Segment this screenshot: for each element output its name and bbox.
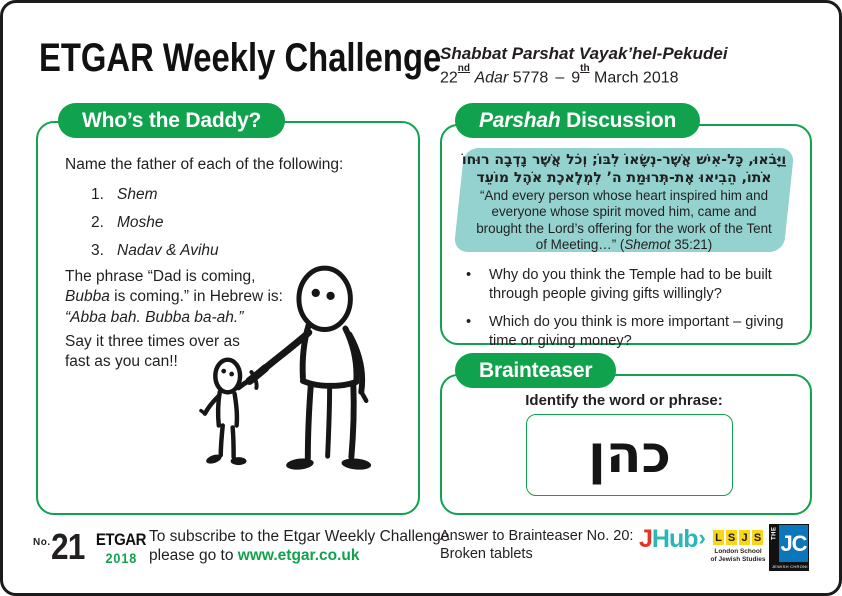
who-daddy-heading: Who’s the Daddy? (58, 103, 286, 138)
etgar-logo-wordmark: ETGAR (95, 530, 147, 549)
discussion-question: Which do you think is more important – g… (461, 313, 793, 350)
greg-day: 9 (571, 69, 581, 87)
answer-line1: Answer to Brainteaser No. 20: (440, 528, 634, 544)
page-title: ETGAR Weekly Challenge (39, 36, 442, 80)
subscribe-line2: please go to (149, 547, 238, 564)
subscribe-line1: To subscribe to the Etgar Weekly Challen… (149, 528, 450, 545)
list-item: 1. Shem (91, 184, 219, 205)
parshah-week-name: Shabbat Parshat Vayak’hel-Pekudei (440, 44, 728, 63)
brainteaser-hebrew-word: כהן (587, 425, 672, 485)
jewish-chronicle-logo: THE JC THE JEWISH CHRONICLE (769, 524, 809, 571)
date-dash: – (555, 69, 565, 87)
say-it-tip: Say it three times over as fast as you ca… (65, 332, 285, 371)
list-name: Nadav & Avihu (117, 242, 219, 259)
jhub-arrow-icon: › (698, 525, 706, 550)
jhub-j: J (639, 525, 653, 553)
subscribe-text: To subscribe to the Etgar Weekly Challen… (149, 527, 449, 565)
verse-text-block: וַיָּבֹאוּ, כָּל-אִישׁ אֲשֶׁר-נְשָׂאוֹ ל… (455, 151, 793, 253)
date-line: 22nd Adar 5778–9th March 2018 (440, 63, 728, 87)
list-number: 3. (91, 242, 104, 259)
hebrew-year: 5778 (512, 69, 549, 87)
etgar-website-link[interactable]: www.etgar.co.uk (237, 547, 360, 564)
lsjs-letter-tiles: L S J S (710, 530, 766, 545)
hebrew-month: Adar (474, 69, 509, 87)
brainteaser-prompt: Identify the word or phrase: (525, 392, 723, 409)
list-item: 3. Nadav & Avihu (91, 240, 219, 261)
parshah-heading-rest: Discussion (560, 108, 677, 132)
brainteaser-word-box: כהן (526, 414, 733, 496)
english-translation: “And every person whose heart inspired h… (471, 188, 777, 253)
jhub-logo: JHub› (639, 525, 706, 554)
lsjs-caption-line1: London School (714, 548, 762, 555)
lsjs-caption-line2: of Jewish Studies (710, 555, 766, 563)
answer-line2: Broken tablets (440, 546, 533, 562)
hebrew-day: 22 (440, 69, 458, 87)
jc-initials: JC (780, 530, 807, 556)
previous-answer: Answer to Brainteaser No. 20: Broken tab… (440, 527, 633, 563)
hebrew-phrase-quote: “Abba bah. Bubba ba-ah.” (65, 309, 244, 326)
lsjs-tile: S (752, 530, 763, 545)
list-number: 1. (91, 186, 104, 203)
discussion-question: Why do you think the Temple had to be bu… (461, 266, 793, 303)
source-book: Shemot (624, 236, 671, 252)
lsjs-tile: L (713, 530, 724, 545)
phrase-text: The phrase “Dad is coming, Bubba is comin… (65, 267, 315, 306)
lsjs-logo: L S J S London School of Jewish Studies (710, 530, 766, 563)
phrase-bubba: Bubba (65, 287, 110, 305)
source-verse: 35:21) (670, 236, 713, 252)
tip-line2: fast as you can!! (65, 352, 178, 370)
issue-label: No. (33, 537, 51, 548)
etgar-logo: ETGAR 2018 (89, 530, 147, 568)
greg-date-rest: March 2018 (594, 69, 679, 87)
father-child-drawing (199, 265, 372, 470)
etgar-logo-year: 2018 (105, 550, 137, 566)
header-date-block: Shabbat Parshat Vayak’hel-Pekudei 22nd A… (440, 44, 728, 87)
lsjs-caption: London School of Jewish Studies (710, 548, 766, 563)
jhub-hub: Hub (651, 525, 699, 553)
brainteaser-heading: Brainteaser (455, 353, 617, 388)
phrase-line2: is coming.” in Hebrew is: (109, 287, 283, 305)
list-item: 2. Moshe (91, 212, 219, 233)
issue-number: No.21 (33, 526, 89, 568)
list-name: Shem (117, 186, 158, 203)
discussion-questions: Why do you think the Temple had to be bu… (461, 266, 793, 360)
parshah-heading: Parshah Discussion (455, 103, 701, 138)
list-number: 2. (91, 214, 104, 231)
jc-the-strip: THE (770, 525, 779, 562)
greg-day-suffix: th (580, 63, 590, 74)
who-daddy-panel (36, 121, 420, 515)
parshah-heading-italic: Parshah (479, 108, 561, 132)
who-daddy-intro: Name the father of each of the following… (65, 156, 344, 173)
list-name: Moshe (117, 214, 164, 231)
phrase-line1: The phrase “Dad is coming, (65, 268, 256, 285)
translation-text: “And every person whose heart inspired h… (476, 188, 772, 252)
father-question-list: 1. Shem 2. Moshe 3. Nadav & Avihu (91, 184, 219, 268)
issue-value: 21 (50, 526, 85, 567)
lsjs-tile: J (739, 530, 750, 545)
hebrew-verse-line1: וַיָּבֹאוּ, כָּל-אִישׁ אֲשֶׁר-נְשָׂאוֹ ל… (461, 152, 787, 168)
lsjs-tile: S (726, 530, 737, 545)
tip-line1: Say it three times over as (65, 333, 240, 350)
hebrew-day-suffix: nd (457, 63, 471, 74)
jc-caption-strip: THE JEWISH CHRONICLE (770, 562, 808, 570)
hebrew-verse-line2: אֹתוֹ, הֵבִיאוּ אֶת-תְּרוּמַת ה’ לִמְלֶא… (476, 170, 772, 186)
